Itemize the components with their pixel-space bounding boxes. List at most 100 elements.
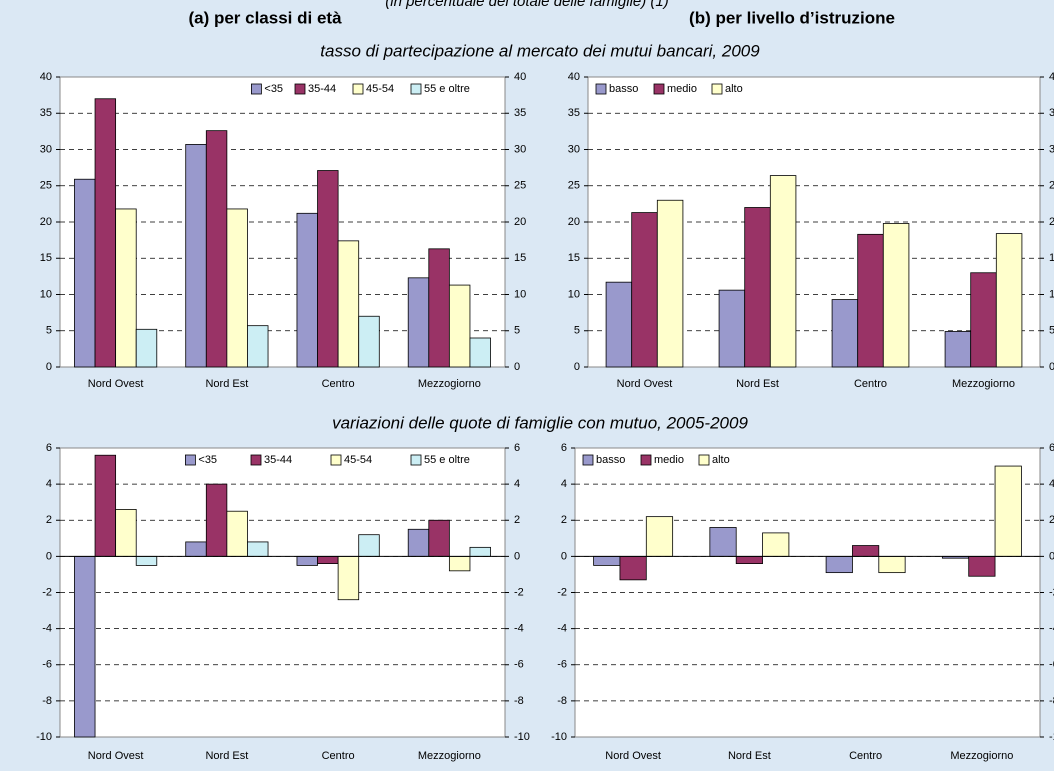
- bar: [247, 325, 269, 368]
- x-tick-label: Centro: [322, 378, 355, 390]
- y-tick-label: -8: [42, 695, 52, 707]
- y-tick-label: 10: [40, 288, 52, 300]
- bar: [709, 527, 737, 557]
- bar: [744, 207, 771, 368]
- y-tick-label: 6: [46, 442, 52, 454]
- y2-tick-label: -8: [1049, 695, 1054, 707]
- y2-tick-label: -10: [514, 731, 530, 743]
- y-tick-label: -8: [557, 695, 567, 707]
- legend-swatch: [184, 454, 196, 466]
- y2-tick-label: -6: [1049, 659, 1054, 671]
- y2-tick-label: 30: [1049, 143, 1054, 155]
- x-tick-label: Nord Est: [205, 750, 248, 762]
- section-title: tasso di partecipazione al mercato dei m…: [320, 41, 760, 60]
- y2-tick-label: 5: [1049, 325, 1054, 337]
- y2-tick-label: -4: [514, 623, 524, 635]
- legend-label: basso: [596, 454, 625, 466]
- legend-label: medio: [667, 83, 697, 95]
- legend-swatch: [330, 454, 342, 466]
- legend-swatch: [653, 83, 665, 95]
- legend-label: <35: [198, 454, 217, 466]
- legend-label: 35-44: [308, 83, 336, 95]
- bar: [448, 284, 471, 368]
- legend-swatch: [711, 83, 723, 95]
- y-tick-label: 0: [46, 550, 52, 562]
- y2-tick-label: 40: [514, 71, 526, 83]
- bar: [631, 212, 658, 368]
- y-tick-label: 0: [561, 550, 567, 562]
- bar: [407, 277, 430, 368]
- y-tick-label: -4: [42, 623, 52, 635]
- y-tick-label: 15: [568, 252, 580, 264]
- y2-tick-label: 20: [514, 216, 526, 228]
- y-tick-label: -2: [557, 586, 567, 598]
- y2-tick-label: 35: [514, 107, 526, 119]
- y-tick-label: 5: [46, 325, 52, 337]
- y2-tick-label: -4: [1049, 623, 1054, 635]
- y2-tick-label: -2: [1049, 586, 1054, 598]
- y-tick-label: 40: [40, 71, 52, 83]
- bar: [968, 555, 996, 577]
- bar: [317, 170, 339, 368]
- bar: [994, 465, 1022, 557]
- y2-tick-label: 20: [1049, 216, 1054, 228]
- y2-tick-label: 30: [514, 143, 526, 155]
- section-title: variazioni delle quote di famiglie con m…: [332, 413, 748, 432]
- bar: [135, 555, 158, 566]
- x-tick-label: Mezzogiorno: [418, 378, 481, 390]
- y-tick-label: -6: [42, 659, 52, 671]
- bar: [358, 315, 380, 368]
- bar: [94, 454, 117, 557]
- x-tick-label: Nord Ovest: [617, 378, 673, 390]
- x-tick-label: Nord Ovest: [605, 750, 661, 762]
- bar: [656, 199, 684, 368]
- y-tick-label: 35: [40, 107, 52, 119]
- y-tick-label: 4: [561, 478, 567, 490]
- y2-tick-label: 40: [1049, 71, 1054, 83]
- bar: [115, 509, 137, 557]
- y-tick-label: -2: [42, 586, 52, 598]
- legend-label: 55 e oltre: [424, 454, 470, 466]
- bar: [619, 555, 647, 581]
- x-tick-label: Centro: [854, 378, 887, 390]
- legend-swatch: [410, 83, 422, 95]
- y-tick-label: 30: [568, 143, 580, 155]
- x-tick-label: Centro: [322, 750, 355, 762]
- x-tick-label: Nord Ovest: [88, 378, 144, 390]
- panel-title: (b) per livello d’istruzione: [689, 8, 895, 27]
- legend-swatch: [250, 83, 262, 95]
- legend-label: basso: [609, 83, 638, 95]
- y-tick-label: 5: [574, 325, 580, 337]
- bar: [645, 516, 674, 557]
- y2-tick-label: 0: [1049, 550, 1054, 562]
- bar: [135, 328, 158, 368]
- legend-swatch: [595, 83, 607, 95]
- legend-swatch: [250, 454, 262, 466]
- bar: [94, 98, 117, 368]
- y2-tick-label: 25: [1049, 180, 1054, 192]
- bar: [831, 299, 859, 368]
- bar: [358, 534, 380, 557]
- y2-tick-label: 15: [1049, 252, 1054, 264]
- bar: [185, 144, 207, 368]
- y-tick-label: 0: [46, 361, 52, 373]
- legend-swatch: [294, 83, 306, 95]
- x-tick-label: Mezzogiorno: [950, 750, 1013, 762]
- bar: [296, 212, 318, 368]
- bar: [852, 545, 880, 557]
- legend-label: 45-54: [344, 454, 372, 466]
- y-tick-label: 0: [574, 361, 580, 373]
- x-tick-label: Mezzogiorno: [418, 750, 481, 762]
- bar: [735, 555, 763, 564]
- bar: [247, 541, 269, 557]
- y2-tick-label: 10: [1049, 288, 1054, 300]
- bar: [317, 555, 339, 564]
- x-tick-label: Nord Ovest: [88, 750, 144, 762]
- bar: [857, 233, 884, 368]
- x-tick-label: Nord Est: [728, 750, 771, 762]
- bar: [448, 555, 471, 572]
- plot-area: [574, 447, 1041, 738]
- bar: [944, 331, 972, 368]
- y-tick-label: 25: [568, 180, 580, 192]
